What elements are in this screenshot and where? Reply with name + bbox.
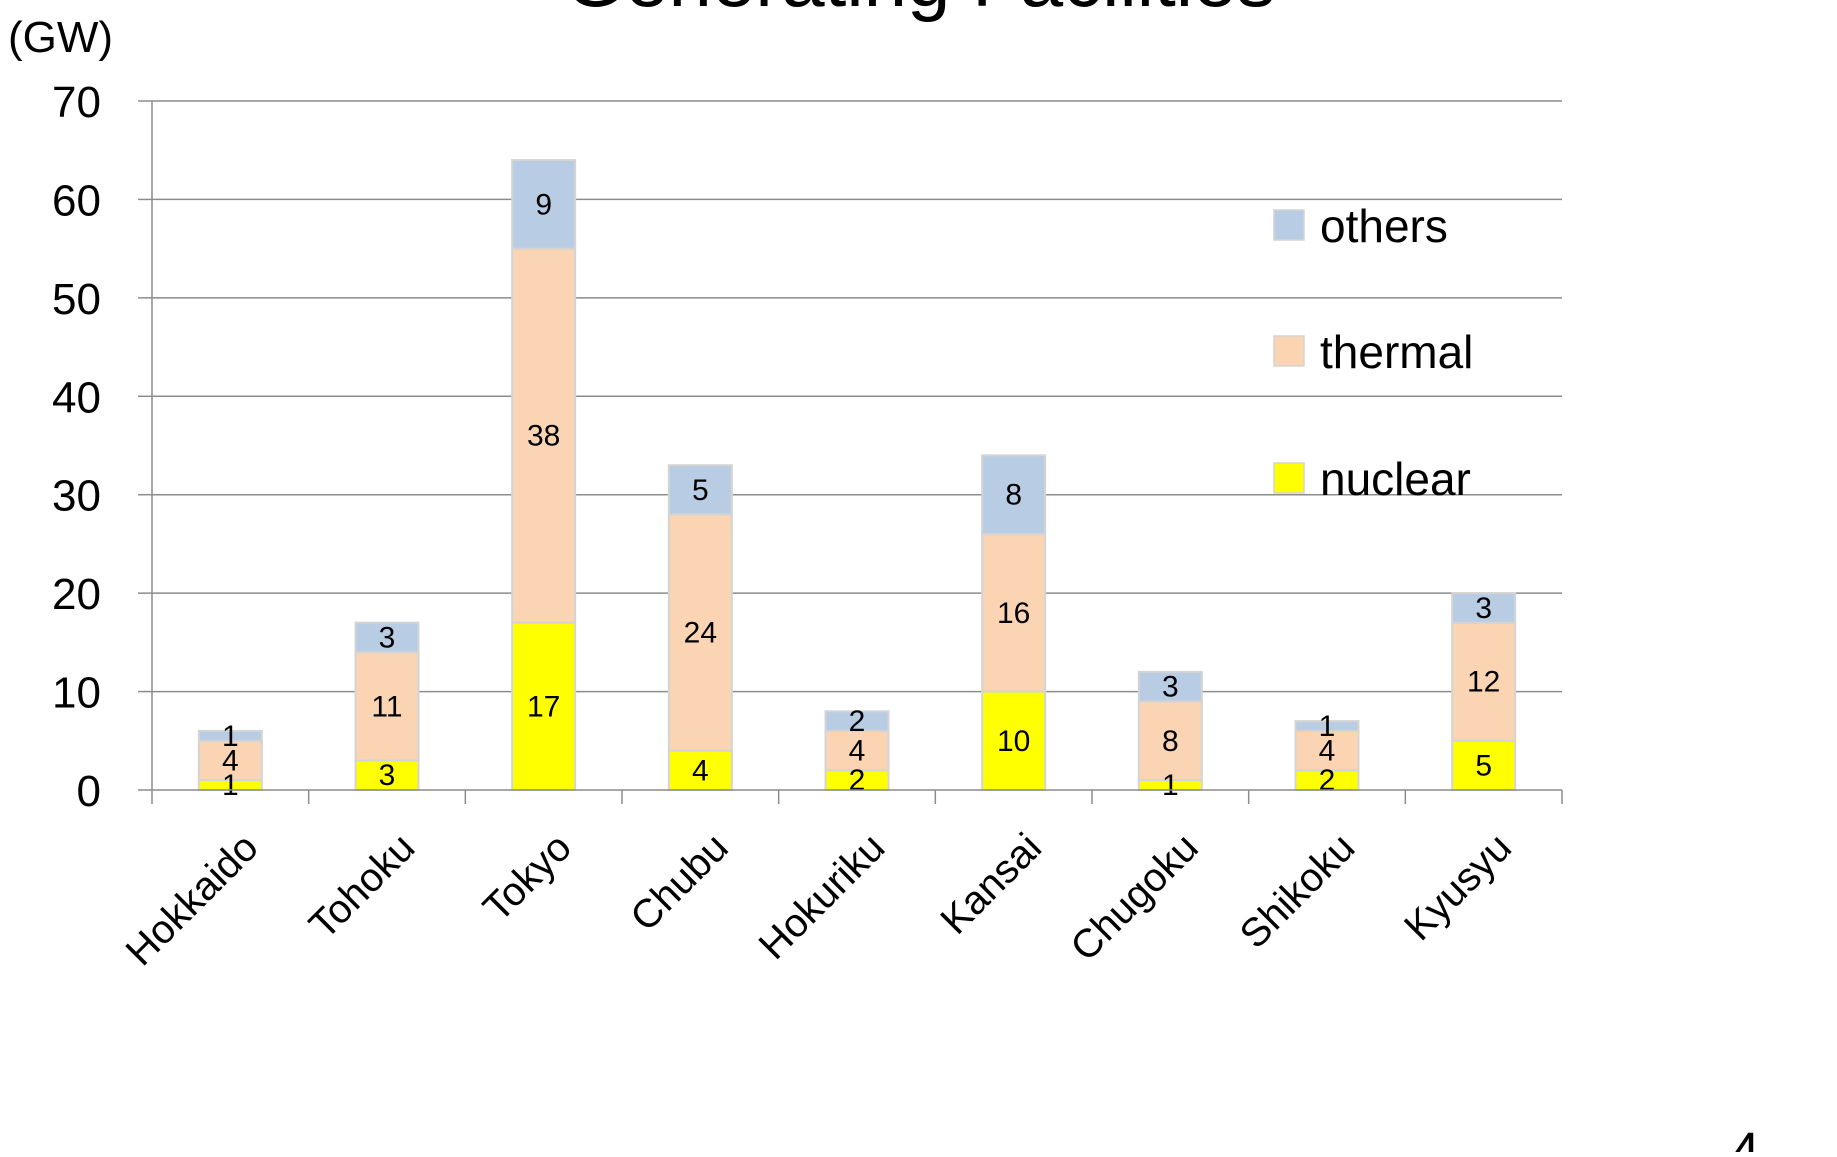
data-label: 4 [849,735,866,768]
data-label: 2 [849,764,866,797]
data-label: 5 [1475,749,1492,782]
bar-segment [197,729,263,742]
legend-swatch [1273,209,1305,241]
data-label: 17 [527,690,560,723]
data-label: 38 [527,420,560,453]
x-tick-label: Kyusyu [1396,825,1520,949]
y-tick-label: 20 [52,570,101,619]
y-axis-label: (GW) [8,13,113,62]
bar-segment [1451,592,1517,624]
bar-segment [981,533,1047,693]
data-label: 3 [379,759,396,792]
bar-segment [511,247,577,624]
data-label: 4 [222,744,239,777]
legend-label: thermal [1320,326,1473,378]
bar-segment [981,454,1047,536]
data-label: 3 [1162,671,1179,704]
bar-segment [511,159,577,250]
bar-segment [1137,700,1203,782]
bar-segment [1294,729,1360,772]
gridlines [152,100,1562,693]
legend-swatch [1273,335,1305,367]
data-label: 1 [1162,769,1179,802]
y-tick-label: 70 [52,78,101,127]
legend: others thermal nuclear [1273,200,1473,505]
data-label: 8 [1162,725,1179,758]
y-tick-label: 30 [52,472,101,521]
data-label: 1 [222,769,239,802]
chart-title: Generating Facilities [565,0,1276,23]
bar-segment [1137,670,1203,703]
data-label: 4 [1319,735,1336,768]
bar-segment [667,513,733,752]
data-label: 10 [997,725,1030,758]
legend-label: others [1320,200,1448,252]
bar-segment [354,759,420,792]
data-label: 1 [222,720,239,753]
bar-segment [511,621,577,792]
data-label: 16 [997,597,1030,630]
x-tick-label: Shikoku [1232,825,1364,957]
bar-segment [667,464,733,516]
data-label: 12 [1467,666,1500,699]
x-tick-label: Kansai [932,825,1050,943]
bar-segment [824,710,890,732]
data-label: 11 [371,690,402,723]
bar-segment [824,729,890,772]
page-number: 4 [1730,1122,1760,1152]
data-label: 4 [692,754,709,787]
x-tick-label: Hokuriku [751,825,894,968]
data-label: 9 [535,188,552,221]
legend-swatch [1273,462,1305,494]
y-tick-label: 50 [52,275,101,324]
data-label: 1 [1319,710,1336,743]
data-label: 5 [692,474,709,507]
data-label: 2 [849,705,866,738]
x-tick-label: Hokkaido [118,825,267,974]
bar-segment [1294,720,1360,732]
data-label: 2 [1319,764,1336,797]
legend-label: nuclear [1320,453,1471,505]
data-label: 3 [379,621,396,654]
data-label: 3 [1475,592,1492,625]
y-tick-label: 60 [52,176,101,225]
x-tick-label: Chubu [622,825,736,939]
x-tick-label: Tohoku [301,825,423,947]
y-tick-label: 40 [52,373,101,422]
bar-segment [354,621,420,654]
bars [197,159,1517,792]
x-tick-label: Tokyo [475,825,580,930]
x-tick-label: Chugoku [1062,825,1206,969]
y-tick-label: 10 [52,669,101,718]
data-label: 24 [684,617,717,650]
y-tick-label: 0 [77,767,101,816]
data-label: 8 [1005,479,1022,512]
